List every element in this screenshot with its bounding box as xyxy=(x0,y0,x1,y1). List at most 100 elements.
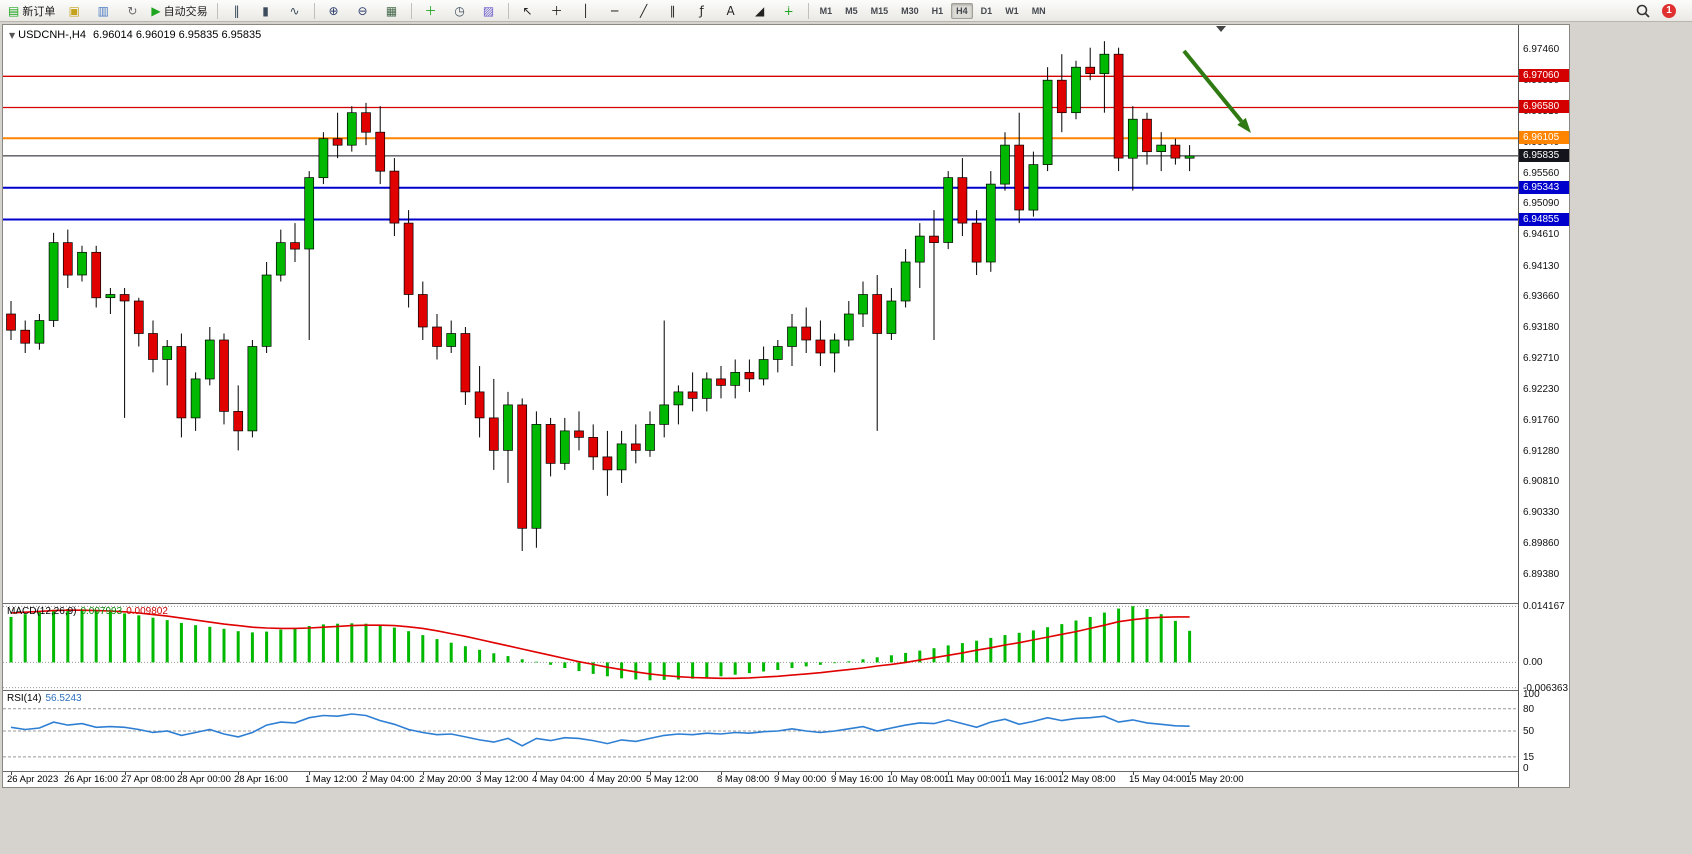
refresh-icon[interactable]: ↻ xyxy=(118,1,146,21)
time-tick xyxy=(181,772,182,775)
pane-separator[interactable] xyxy=(3,771,1569,772)
price-pane[interactable]: ▼ USDCNH-,H4 6.96014 6.96019 6.95835 6.958… xyxy=(3,25,1518,603)
trendline-icon[interactable]: ╱ xyxy=(630,1,658,21)
auto-trading-button[interactable]: ▶ 自动交易 xyxy=(147,1,211,21)
macd-chart[interactable] xyxy=(3,604,1518,690)
timeframe-d1[interactable]: D1 xyxy=(980,5,993,16)
rsi-value: 56.5243 xyxy=(45,693,82,704)
time-label: 28 Apr 00:00 xyxy=(177,774,231,785)
axis-label: 80 xyxy=(1523,703,1535,715)
timeframe-m30[interactable]: M30 xyxy=(901,5,919,16)
chart-shift-marker[interactable] xyxy=(1216,26,1226,32)
templates-icon[interactable]: ▨ xyxy=(475,1,503,21)
candlestick-chart[interactable] xyxy=(3,25,1518,603)
line-chart-icon[interactable]: ∿ xyxy=(281,1,309,21)
time-label: 11 May 00:00 xyxy=(944,774,1001,785)
fibonacci-icon: ƒ xyxy=(699,3,704,18)
timeframe-m15[interactable]: M15 xyxy=(870,5,889,16)
time-tick xyxy=(68,772,69,775)
bar-chart-icon[interactable]: ‖ xyxy=(223,1,251,21)
axis-label: 6.91760 xyxy=(1523,414,1560,426)
price-badge: 6.95343 xyxy=(1519,180,1569,194)
candle-body xyxy=(701,378,712,399)
timeframe-m1[interactable]: M1 xyxy=(819,5,833,16)
price-badge: 6.97060 xyxy=(1519,69,1569,83)
crosshair-icon[interactable]: ＋ xyxy=(543,1,571,21)
cursor-icon[interactable]: ↖ xyxy=(514,1,542,21)
price-badge: 6.96580 xyxy=(1519,100,1569,114)
macd-pane[interactable]: MACD(12,26,9) 0.007993 0.009802 xyxy=(3,604,1518,690)
pane-separator[interactable] xyxy=(3,690,1569,691)
channel-icon[interactable]: ∥ xyxy=(659,1,687,21)
price-axis[interactable]: 6.974606.969906.965106.960406.955606.950… xyxy=(1518,25,1569,787)
candle-body xyxy=(105,294,116,299)
time-tick xyxy=(948,772,949,775)
timeframe-h1[interactable]: H1 xyxy=(931,5,944,16)
arrows-icon[interactable]: ◢ xyxy=(746,1,774,21)
candlestick-chart-icon[interactable]: ▮ xyxy=(252,1,280,21)
time-tick xyxy=(593,772,594,775)
timeframe-w1[interactable]: W1 xyxy=(1005,5,1019,16)
candle-body xyxy=(460,333,471,393)
zoom-out-icon[interactable]: ⊖ xyxy=(349,1,377,21)
indicators-icon[interactable]: ∔ xyxy=(775,1,803,21)
grid-icon[interactable]: ▦ xyxy=(378,1,406,21)
timeframe-m5[interactable]: M5 xyxy=(845,5,858,16)
axis-label: 100 xyxy=(1523,689,1540,700)
rsi-chart[interactable] xyxy=(3,691,1518,771)
time-axis[interactable]: 26 Apr 2023 26 Apr 16:00 27 Apr 08:00 28 Ap… xyxy=(3,772,1518,787)
indicators-icon: ∔ xyxy=(783,3,794,18)
new-chart-icon[interactable]: ＋ xyxy=(417,1,445,21)
candle-body xyxy=(1000,144,1010,185)
candle-body xyxy=(943,177,954,243)
price-badge: 6.94855 xyxy=(1519,212,1569,226)
tile-windows-icon[interactable]: ▣ xyxy=(60,1,88,21)
text-icon[interactable]: A xyxy=(717,1,745,21)
zoom-in-icon[interactable]: ⊕ xyxy=(320,1,348,21)
candle-body xyxy=(346,112,357,146)
time-label: 11 May 16:00 xyxy=(1001,774,1058,785)
ohlc-values: 6.96014 6.96019 6.95835 6.95835 xyxy=(93,29,262,41)
candle-body xyxy=(446,333,457,347)
candle-body xyxy=(829,339,840,354)
chart-window[interactable]: ▼ USDCNH-,H4 6.96014 6.96019 6.95835 6.958… xyxy=(2,24,1570,788)
time-tick xyxy=(891,772,892,775)
time-tick xyxy=(536,772,537,775)
candle-body xyxy=(1170,144,1181,159)
periods-icon[interactable]: ◷ xyxy=(446,1,474,21)
candle-body xyxy=(957,177,968,224)
fibonacci-icon[interactable]: ƒ xyxy=(688,1,716,21)
new-order-button[interactable]: ▤ 新订单 xyxy=(4,1,59,21)
time-label: 4 May 20:00 xyxy=(589,774,642,785)
trend-arrow[interactable] xyxy=(1182,49,1244,123)
vertical-line-icon[interactable]: │ xyxy=(572,1,600,21)
axis-label: 6.95560 xyxy=(1523,167,1560,179)
candlestick-chart-icon: ▮ xyxy=(262,3,269,18)
horizontal-line-icon[interactable]: ─ xyxy=(601,1,629,21)
periods-icon: ◷ xyxy=(454,3,465,18)
timeframe-mn[interactable]: MN xyxy=(1031,5,1046,16)
chart-title: ▼ USDCNH-,H4 6.96014 6.96019 6.95835 6.958… xyxy=(9,29,261,41)
candle-body xyxy=(20,329,31,344)
candle-body xyxy=(858,294,868,315)
time-label: 12 May 08:00 xyxy=(1058,774,1116,785)
time-label: 3 May 12:00 xyxy=(476,774,529,785)
time-tick xyxy=(1190,772,1191,775)
notification-badge[interactable]: 1 xyxy=(1662,3,1676,18)
candle-body xyxy=(801,326,812,341)
arrows-icon: ◢ xyxy=(754,3,765,18)
rsi-label: RSI(14) 56.5243 xyxy=(7,693,82,704)
candle-body xyxy=(531,424,542,529)
candle-body xyxy=(1184,155,1195,159)
chevron-down-icon[interactable]: ▼ xyxy=(9,31,16,40)
pane-separator[interactable] xyxy=(3,603,1569,604)
profiles-icon[interactable]: ▥ xyxy=(89,1,117,21)
rsi-pane[interactable]: RSI(14) 56.5243 xyxy=(3,691,1518,771)
search-icon[interactable] xyxy=(1629,1,1657,21)
candle-body xyxy=(219,339,229,412)
time-label: 2 May 20:00 xyxy=(419,774,472,785)
candle-body xyxy=(432,326,442,347)
timeframe-h4[interactable]: H4 xyxy=(951,2,973,19)
candle-body xyxy=(389,170,400,224)
candle-body xyxy=(985,183,996,263)
